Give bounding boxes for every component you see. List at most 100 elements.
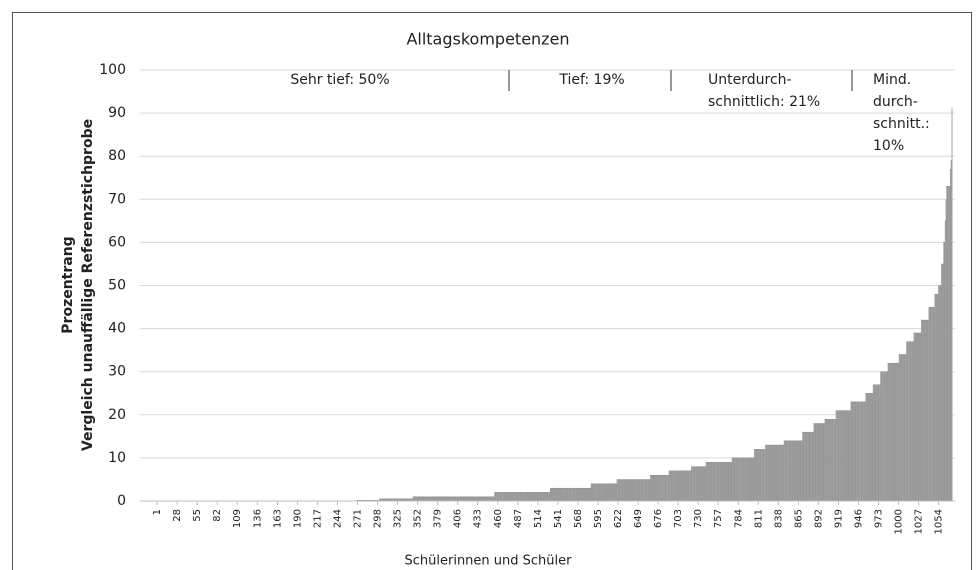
bar <box>800 440 802 502</box>
bar <box>909 341 911 502</box>
bar <box>588 487 590 502</box>
bar <box>458 496 460 502</box>
bar <box>457 496 459 502</box>
bar <box>607 483 609 502</box>
bar <box>892 362 894 502</box>
bar <box>581 487 583 502</box>
bar <box>829 419 831 502</box>
bar <box>886 371 888 502</box>
bar <box>511 492 513 502</box>
bar <box>515 492 517 502</box>
bar <box>469 496 471 502</box>
bar <box>598 483 600 502</box>
bar <box>878 384 880 502</box>
bar <box>813 423 815 502</box>
bar <box>590 483 592 502</box>
bar <box>603 483 605 502</box>
bar <box>521 492 522 502</box>
bar <box>627 479 629 502</box>
bar <box>708 462 710 502</box>
bar <box>918 332 920 502</box>
bar <box>912 341 914 502</box>
bar <box>658 475 660 502</box>
bar <box>736 457 738 502</box>
bar <box>855 401 857 502</box>
bar <box>413 496 415 502</box>
bar <box>929 306 931 502</box>
bar <box>583 487 585 502</box>
bar <box>520 492 522 502</box>
bar <box>746 457 748 502</box>
bar <box>882 371 884 502</box>
bar <box>471 496 473 502</box>
x-tick-label: 217 <box>312 509 323 528</box>
y-tick-label: 10 <box>108 450 126 466</box>
bar <box>672 470 674 502</box>
bar <box>865 393 867 502</box>
bar <box>598 483 600 502</box>
bar <box>463 496 465 502</box>
bar <box>679 470 681 502</box>
bar <box>841 410 843 502</box>
bar <box>778 444 780 502</box>
bar <box>683 470 685 502</box>
bar <box>635 479 637 502</box>
bar <box>448 496 450 502</box>
bar <box>783 440 785 502</box>
bar <box>733 457 735 502</box>
bar <box>823 423 825 502</box>
bar <box>814 423 816 502</box>
annotation: schnittlich: 21% <box>708 94 820 110</box>
bar <box>831 419 833 502</box>
bar <box>474 496 476 502</box>
y-tick-label: 90 <box>108 105 126 121</box>
bar <box>513 492 515 502</box>
bar <box>633 479 635 502</box>
bar <box>464 496 466 502</box>
bar <box>615 483 617 502</box>
bar <box>647 479 649 502</box>
bar <box>438 496 440 502</box>
bar <box>507 492 509 502</box>
bar <box>573 487 574 502</box>
bar <box>529 492 531 502</box>
bar <box>426 496 427 502</box>
y-tick-label: 30 <box>108 364 126 380</box>
bar <box>689 470 691 502</box>
bar <box>643 479 645 502</box>
bar <box>451 496 453 502</box>
bar <box>916 332 918 502</box>
bar <box>417 496 419 502</box>
bar <box>935 294 937 502</box>
bar <box>703 466 705 502</box>
bar <box>544 492 546 502</box>
bar <box>914 332 916 502</box>
bar <box>486 496 488 502</box>
annotation: 10% <box>873 138 904 154</box>
bar <box>503 492 505 502</box>
bar <box>830 419 832 502</box>
bar <box>818 423 820 502</box>
bar <box>591 483 593 502</box>
bar <box>787 440 789 502</box>
bar <box>546 492 548 502</box>
bar <box>901 354 903 502</box>
bar <box>730 462 732 502</box>
x-tick-label: 649 <box>633 509 644 528</box>
x-tick-label: 379 <box>433 509 444 528</box>
bar <box>460 496 462 502</box>
bar <box>585 487 587 502</box>
bar <box>509 492 511 502</box>
bar <box>727 462 729 502</box>
bar <box>488 496 490 502</box>
bar <box>592 483 594 502</box>
bar <box>639 479 641 502</box>
bar <box>570 487 572 502</box>
bar <box>642 479 644 502</box>
bar <box>793 440 795 502</box>
bar <box>737 457 738 502</box>
bar <box>535 492 537 502</box>
bar <box>571 487 573 502</box>
bar <box>874 384 876 502</box>
